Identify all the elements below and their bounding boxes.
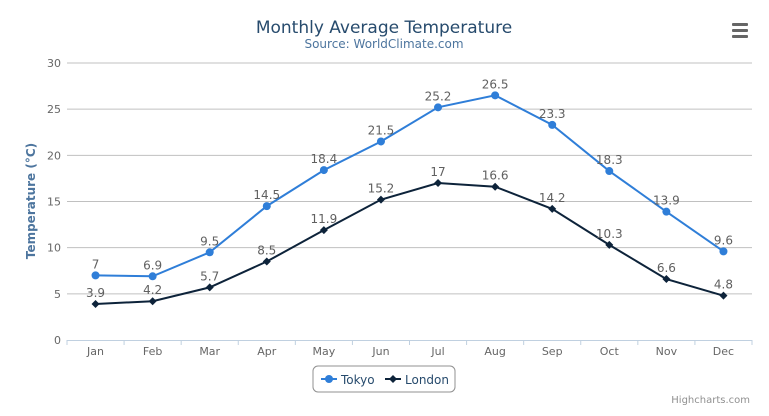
data-label: 17 xyxy=(430,165,445,179)
x-tick-label: Feb xyxy=(143,345,162,358)
data-label: 18.3 xyxy=(596,153,623,167)
data-point xyxy=(319,166,328,175)
data-label: 7 xyxy=(92,257,100,271)
data-point xyxy=(205,283,214,292)
data-point xyxy=(548,204,557,213)
series-tokyo: 7 6.9 9.5 14.5 18.4 21.5 25.2 26.5 23.3 18.3 13.9 9… xyxy=(91,77,733,281)
data-point xyxy=(148,297,157,306)
data-label: 6.9 xyxy=(143,258,162,272)
legend: Tokyo London xyxy=(312,365,456,393)
data-label: 9.6 xyxy=(714,233,733,247)
data-point xyxy=(434,103,443,112)
data-point xyxy=(491,91,500,100)
data-label: 23.3 xyxy=(539,107,566,121)
data-point xyxy=(662,275,671,284)
data-label: 14.2 xyxy=(539,191,566,205)
x-tick-label: Sep xyxy=(542,345,563,358)
data-label: 4.2 xyxy=(143,283,162,297)
chart-title: Monthly Average Temperature xyxy=(256,18,512,38)
data-point xyxy=(605,167,614,176)
data-label: 18.4 xyxy=(311,152,338,166)
data-label: 11.9 xyxy=(311,212,338,226)
chart-subtitle: Source: WorldClimate.com xyxy=(304,37,463,51)
data-label: 6.6 xyxy=(657,261,676,275)
data-point xyxy=(376,195,385,204)
legend-item-london[interactable]: London xyxy=(385,373,449,387)
data-label: 10.3 xyxy=(596,227,623,241)
data-label: 3.9 xyxy=(86,286,105,300)
data-point xyxy=(262,257,271,266)
y-tick-label: 10 xyxy=(47,242,61,255)
data-label: 5.7 xyxy=(200,269,219,283)
data-point xyxy=(148,272,157,281)
y-tick-label: 0 xyxy=(54,334,61,347)
data-point xyxy=(376,137,385,146)
data-label: 21.5 xyxy=(368,123,395,137)
series-line xyxy=(95,182,724,305)
data-point xyxy=(91,271,100,280)
hamburger-menu-icon[interactable] xyxy=(732,23,748,38)
data-point xyxy=(548,120,557,129)
data-label: 8.5 xyxy=(257,244,276,258)
legend-label-london: London xyxy=(405,373,449,387)
x-tick-label: Aug xyxy=(484,345,505,358)
x-tick-label: Jul xyxy=(430,345,444,358)
y-tick-label: 30 xyxy=(47,57,61,70)
series-line xyxy=(95,94,725,278)
data-label: 25.2 xyxy=(425,89,452,103)
data-point xyxy=(91,299,100,308)
data-label: 13.9 xyxy=(653,194,680,208)
x-tick-label: Jun xyxy=(371,345,389,358)
data-label: 26.5 xyxy=(482,77,509,91)
series-london: 3.9 4.2 5.7 8.5 11.9 15.2 17 16.6 14.2 10.3 6.6 4.8 xyxy=(86,165,733,308)
data-point xyxy=(491,182,500,191)
legend-label-tokyo: Tokyo xyxy=(340,373,375,387)
x-tick-label: Oct xyxy=(600,345,620,358)
data-label: 4.8 xyxy=(714,278,733,292)
x-tick-label: May xyxy=(313,345,336,358)
data-label: 15.2 xyxy=(368,182,395,196)
data-point xyxy=(719,247,728,256)
y-tick-label: 15 xyxy=(47,196,61,209)
data-label: 16.6 xyxy=(482,169,509,183)
x-tick-label: Dec xyxy=(713,345,734,358)
data-label: 9.5 xyxy=(200,234,219,248)
y-tick-label: 25 xyxy=(47,103,61,116)
data-point xyxy=(319,226,328,235)
x-tick-label: Jan xyxy=(86,345,104,358)
y-tick-label: 5 xyxy=(54,288,61,301)
data-label: 14.5 xyxy=(253,188,280,202)
x-tick-label: Apr xyxy=(257,345,277,358)
data-point xyxy=(662,207,671,216)
data-point xyxy=(205,248,214,257)
y-axis-title: Temperature (°C) xyxy=(24,143,38,259)
legend-item-tokyo[interactable]: Tokyo xyxy=(321,373,375,387)
data-point xyxy=(719,291,728,300)
data-point xyxy=(434,179,443,188)
data-point xyxy=(605,240,614,249)
credits-link[interactable]: Highcharts.com xyxy=(671,395,750,406)
x-tick-label: Nov xyxy=(656,345,678,358)
x-tick-label: Mar xyxy=(199,345,220,358)
y-tick-label: 20 xyxy=(47,149,61,162)
data-point xyxy=(262,202,271,211)
